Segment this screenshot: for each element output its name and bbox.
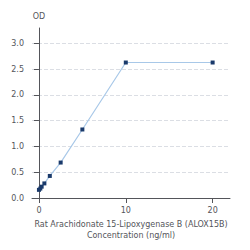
svg-text:1.5: 1.5 <box>11 116 24 125</box>
svg-text:Rat Arachidonate 15-Lipoxygena: Rat Arachidonate 15-Lipoxygenase B (ALOX… <box>34 220 227 229</box>
svg-text:OD: OD <box>33 12 45 21</box>
svg-text:3.0: 3.0 <box>11 39 24 48</box>
svg-text:0: 0 <box>36 206 41 215</box>
svg-text:10: 10 <box>121 206 131 215</box>
svg-text:1.0: 1.0 <box>11 142 24 151</box>
svg-text:20: 20 <box>208 206 218 215</box>
svg-text:0.0: 0.0 <box>11 194 24 203</box>
svg-text:2.5: 2.5 <box>11 65 24 74</box>
svg-text:0.5: 0.5 <box>11 168 24 177</box>
svg-text:2.0: 2.0 <box>11 90 24 99</box>
svg-text:Concentration (ng/ml): Concentration (ng/ml) <box>87 231 175 240</box>
